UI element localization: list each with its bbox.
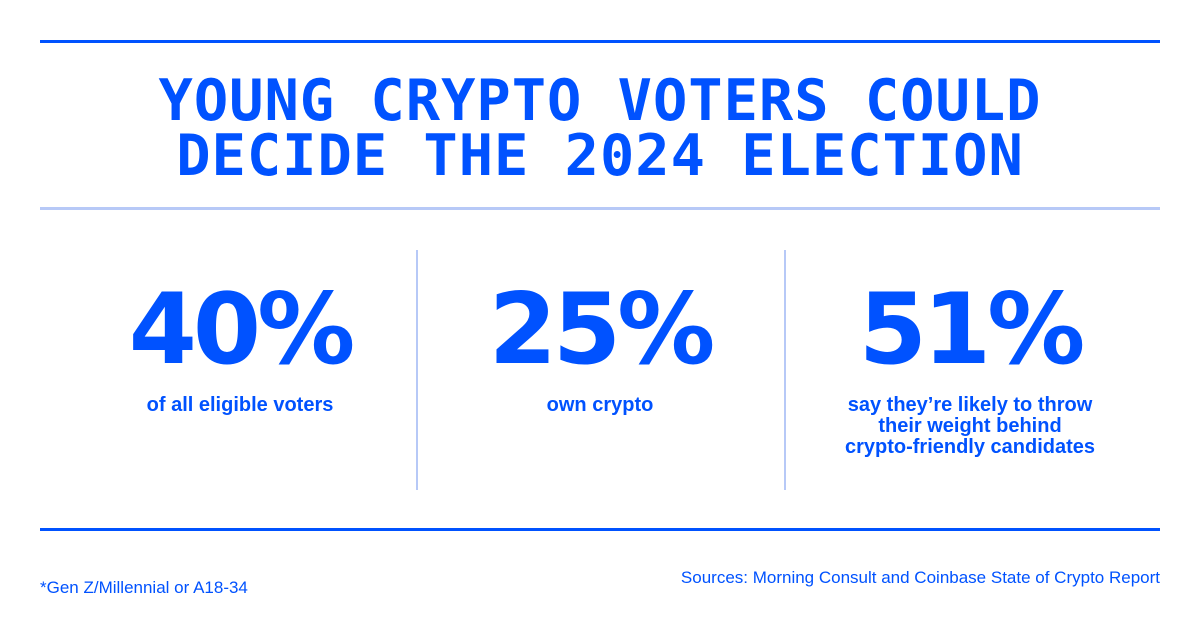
stat-label: say they’re likely to throw xyxy=(847,394,1093,416)
footnote: *Gen Z/Millennial or A18-34 xyxy=(40,578,248,597)
column-divider xyxy=(416,250,418,490)
stat: 25% own crypto xyxy=(420,270,780,416)
stat: 40% of all eligible voters xyxy=(60,270,420,416)
stat-value: 25% xyxy=(488,273,716,387)
stat-label: crypto-friendly candidates xyxy=(844,436,1096,458)
title-line: DECIDE THE 2024 ELECTION xyxy=(176,123,1024,189)
title-line: YOUNG CRYPTO VOTERS COULD xyxy=(158,68,1042,134)
column-divider xyxy=(784,250,786,490)
stat-label: own crypto xyxy=(546,394,654,416)
sources: Sources: Morning Consult and Coinbase St… xyxy=(680,568,1160,587)
divider xyxy=(40,207,1160,210)
stat-label: of all eligible voters xyxy=(146,394,334,416)
top-rule xyxy=(40,40,1160,43)
stat-label: their weight behind xyxy=(878,415,1062,437)
stat-value: 51% xyxy=(858,273,1086,387)
stat: 51% say they’re likely to throw their we… xyxy=(790,270,1150,458)
bottom-rule xyxy=(40,528,1160,531)
stat-value: 40% xyxy=(128,273,356,387)
